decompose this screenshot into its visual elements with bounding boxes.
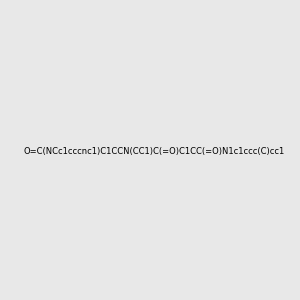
Text: O=C(NCc1cccnc1)C1CCN(CC1)C(=O)C1CC(=O)N1c1ccc(C)cc1: O=C(NCc1cccnc1)C1CCN(CC1)C(=O)C1CC(=O)N1…: [23, 147, 284, 156]
